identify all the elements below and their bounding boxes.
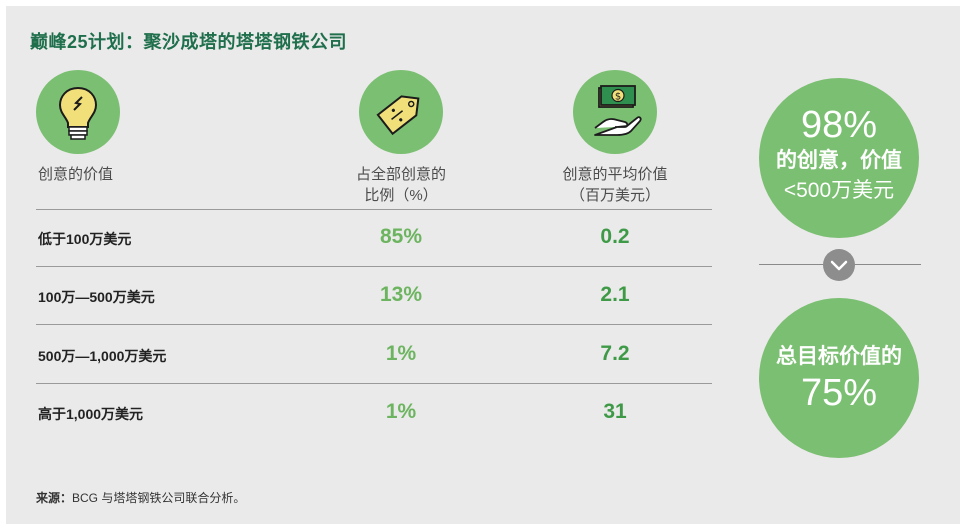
source-note: 来源：BCG 与塔塔钢铁公司联合分析。: [36, 489, 245, 506]
callout-line: <500万美元: [783, 179, 895, 202]
money-hand-icon: $: [573, 70, 657, 154]
row-average-value: 0.2: [600, 225, 630, 248]
column-header-value: 创意的价值: [38, 166, 114, 183]
column-header-average-line1: 创意的平均价值: [562, 166, 668, 183]
table-divider: [36, 209, 712, 210]
callout-circle-value: 总目标价值的 75%: [759, 298, 919, 458]
source-label: 来源：: [36, 491, 73, 505]
callout-circle-ideas: 98% 的创意，价值 <500万美元: [759, 78, 919, 238]
row-percent: 1%: [385, 342, 417, 365]
row-average-value: 2.1: [600, 283, 630, 306]
price-tag-icon: [359, 70, 443, 154]
callout-line: 的创意，价值: [776, 149, 902, 172]
row-percent: 85%: [379, 225, 423, 248]
column-header-average-line2: （百万美元）: [569, 187, 660, 204]
column-header-share-line2: 比例（%）: [364, 187, 438, 204]
callout-big-percent: 98%: [800, 104, 878, 146]
row-average-value: 7.2: [600, 342, 630, 365]
chevron-down-icon: [823, 249, 855, 281]
divider-line: [855, 264, 921, 265]
column-header-average: 创意的平均价值 （百万美元）: [530, 164, 700, 206]
callout-big-percent: 75%: [800, 372, 878, 414]
table-divider: [36, 383, 712, 384]
callout-line: 总目标价值的: [776, 345, 902, 368]
table-divider: [36, 324, 712, 325]
page-title: 巅峰25计划：聚沙成塔的塔塔钢铁公司: [30, 32, 348, 52]
row-percent: 13%: [379, 283, 423, 306]
row-label: 低于100万美元: [38, 231, 132, 247]
table-divider: [36, 266, 712, 267]
row-label: 高于1,000万美元: [38, 406, 144, 422]
column-header-share: 占全部创意的 比例（%）: [316, 164, 486, 206]
row-average-value: 31: [603, 400, 627, 423]
row-percent: 1%: [385, 400, 417, 423]
svg-text:$: $: [615, 92, 621, 103]
divider-line: [759, 264, 823, 265]
column-header-share-line1: 占全部创意的: [355, 166, 446, 183]
source-text: BCG 与塔塔钢铁公司联合分析。: [72, 491, 246, 505]
row-label: 500万—1,000万美元: [38, 348, 167, 364]
lightbulb-icon: [36, 70, 120, 154]
row-label: 100万—500万美元: [38, 289, 155, 305]
